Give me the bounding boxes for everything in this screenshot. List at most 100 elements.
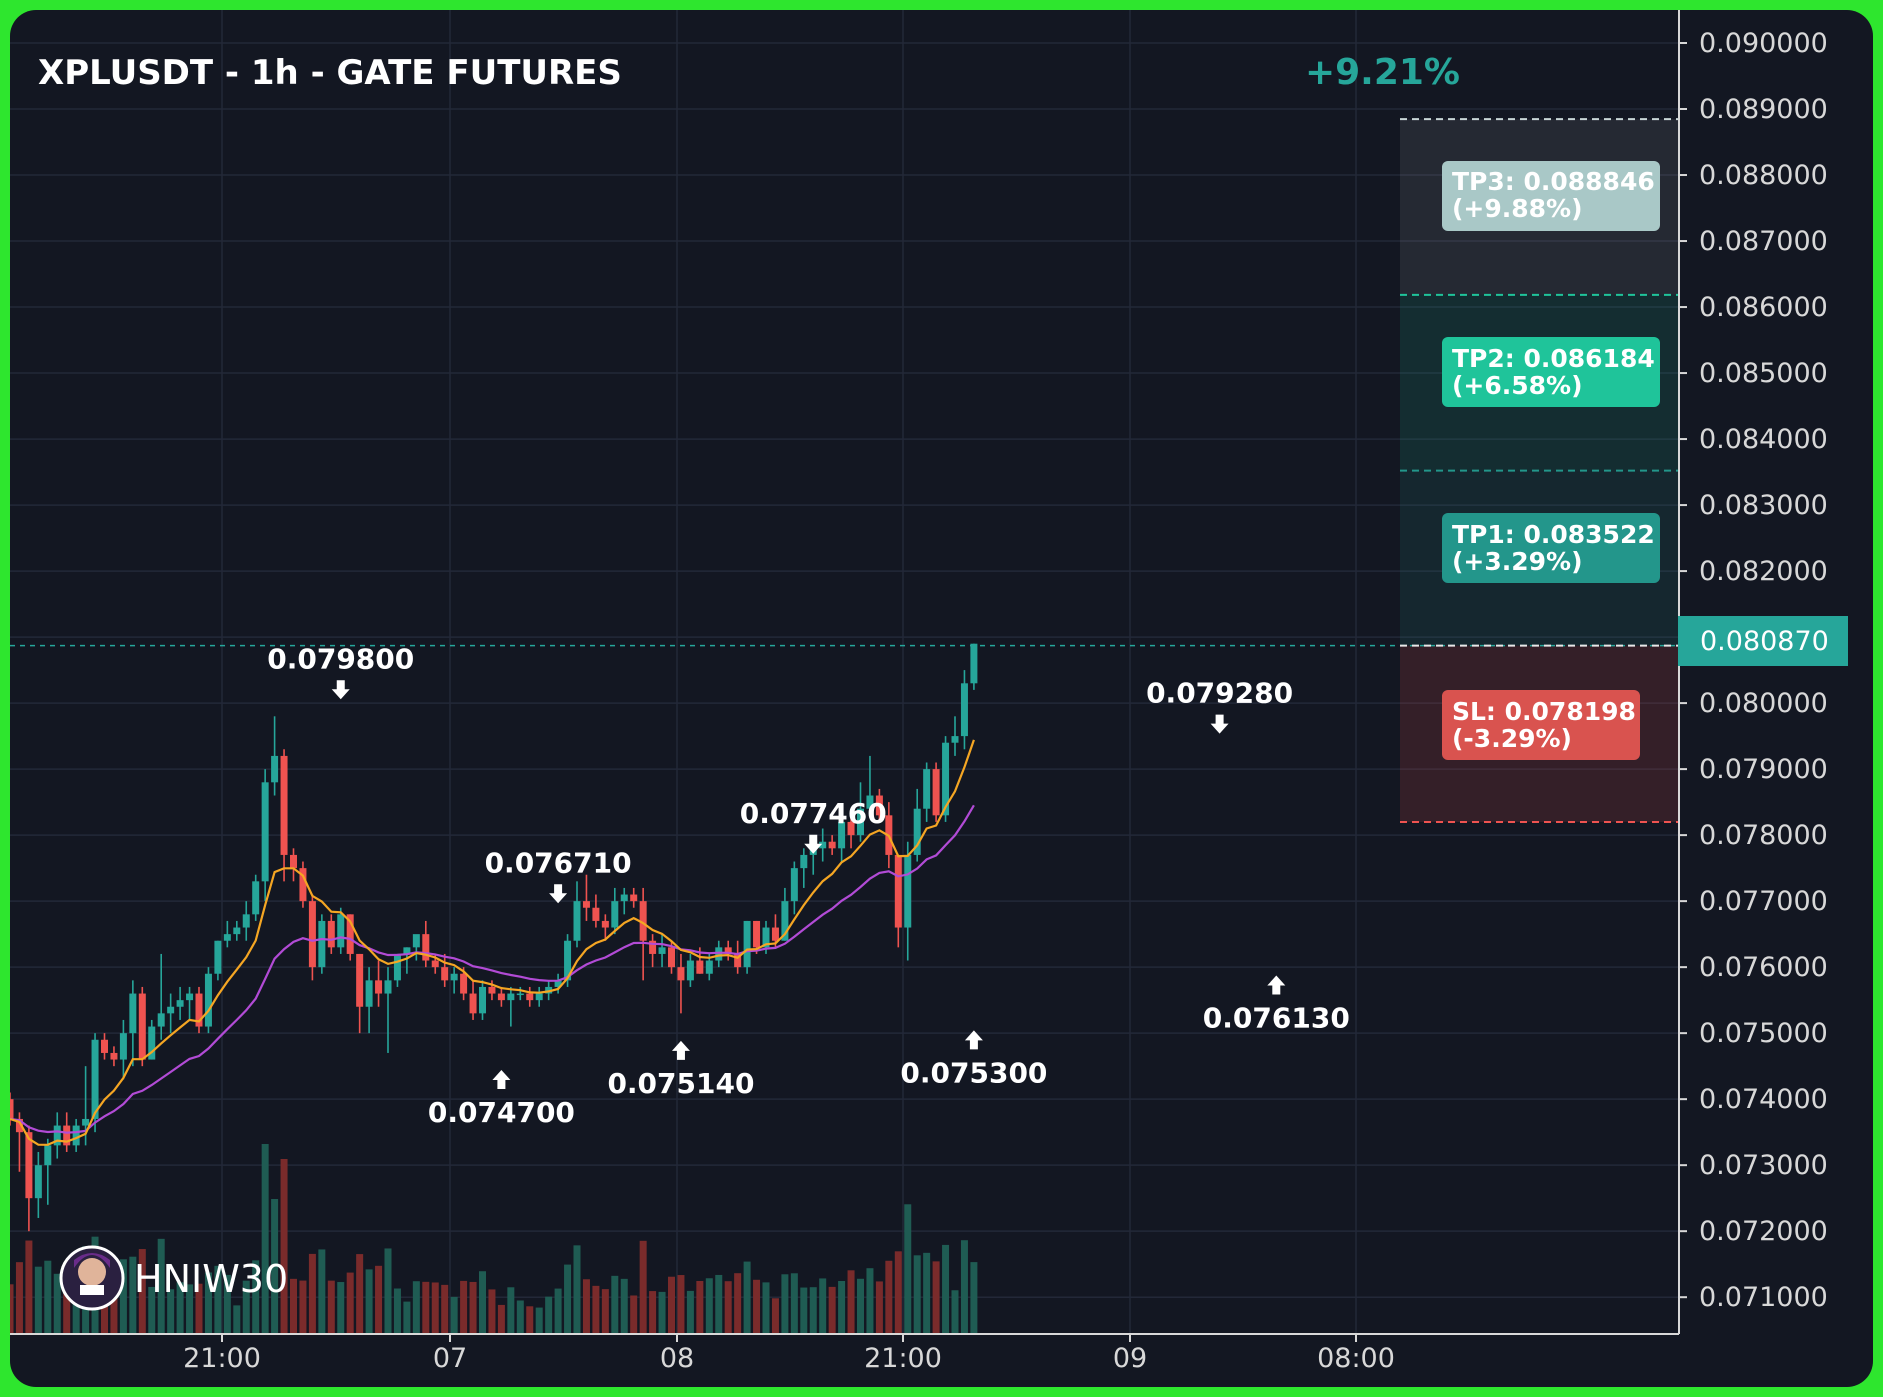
candle-body (724, 947, 732, 954)
candle (53, 1112, 61, 1159)
candle-body (346, 914, 354, 954)
candle (554, 973, 562, 994)
volume-bar (393, 1288, 401, 1334)
target-zones (10, 118, 1679, 824)
volume-bar (705, 1278, 713, 1334)
volume-bar (460, 1280, 468, 1334)
volume-bar (866, 1268, 874, 1334)
annotation-label: 0.079280 (1146, 677, 1293, 710)
candle (110, 1046, 118, 1067)
candle-body (857, 808, 864, 836)
annotation-label: 0.076710 (485, 846, 632, 879)
candle (639, 887, 647, 981)
volume-bar (790, 1273, 798, 1334)
volume-bar (838, 1280, 846, 1334)
candle-body (204, 973, 212, 1027)
volume-bar (526, 1306, 534, 1334)
candle-body (252, 881, 260, 915)
price-tick-label: 0.084000 (1699, 424, 1828, 455)
candle-body (129, 993, 137, 1034)
price-tick-label: 0.073000 (1699, 1150, 1828, 1181)
candle (743, 920, 751, 974)
candle-body (526, 993, 534, 1001)
candle (620, 887, 628, 915)
candle-body (819, 841, 827, 849)
candle-body (25, 1132, 33, 1199)
price-tick-label: 0.074000 (1699, 1084, 1828, 1115)
volume-bar (375, 1265, 383, 1334)
volume-bar (15, 1262, 23, 1334)
chart-frame: 0.079800 0.074700 0.076710 0.075140 0.077460… (10, 10, 1873, 1387)
volume-bars (10, 1144, 978, 1334)
candle-body (734, 953, 742, 968)
candle-body (148, 1026, 156, 1060)
volume-bar (422, 1281, 430, 1334)
volume-bar (356, 1254, 364, 1334)
volume-bar (280, 1159, 288, 1334)
candle-body (649, 940, 657, 954)
arrow-up-icon (1267, 975, 1286, 995)
candle (318, 914, 326, 974)
volume-bar (365, 1269, 373, 1334)
volume-bar (715, 1274, 723, 1334)
volume-bar (384, 1248, 392, 1334)
candle-body (167, 1006, 175, 1014)
candles (10, 643, 978, 1232)
candle (384, 967, 392, 1053)
volume-bar (148, 1286, 156, 1334)
volume-bar (582, 1279, 590, 1334)
candle-body (479, 986, 486, 1014)
price-tick-label: 0.071000 (1699, 1282, 1828, 1313)
candle-body (327, 920, 335, 948)
candle (838, 815, 846, 862)
volume-bar (44, 1260, 52, 1334)
price-tick-label: 0.083000 (1699, 490, 1828, 521)
current-price-badge: 0.080870 (1678, 616, 1848, 666)
candle-body (668, 947, 675, 968)
candle-body (838, 821, 846, 849)
candle (951, 716, 959, 756)
candle (157, 953, 165, 1040)
candle (91, 1033, 99, 1133)
tp2-label: TP2: 0.086184 (+6.58%) (1442, 337, 1660, 407)
annotation-label: 0.076130 (1203, 1002, 1350, 1035)
volume-bar (497, 1304, 505, 1334)
candle-body (412, 934, 420, 948)
candle (252, 874, 260, 921)
price-chart[interactable]: 0.079800 0.074700 0.076710 0.075140 0.077460… (10, 10, 1873, 1387)
current-price: 0.080870 (1700, 626, 1829, 657)
candle-body (771, 927, 779, 941)
volume-bar (875, 1281, 883, 1334)
candle (781, 887, 789, 941)
candle-body (507, 993, 515, 1001)
candle-body (601, 920, 609, 928)
price-tick-label: 0.082000 (1699, 556, 1828, 587)
time-tick-label: 08 (660, 1343, 694, 1374)
candle-body (72, 1125, 80, 1146)
candle-body (715, 947, 723, 961)
volume-bar (573, 1245, 581, 1334)
volume-bar (441, 1284, 449, 1334)
candle (72, 1118, 80, 1152)
arrow-up-icon (964, 1030, 983, 1050)
candle-body (639, 901, 647, 941)
volume-bar (271, 1199, 279, 1334)
volume-bar (327, 1280, 335, 1334)
candle (327, 914, 335, 954)
time-tick-label: 09 (1113, 1343, 1147, 1374)
candle (356, 953, 364, 1034)
candle (214, 940, 222, 981)
candle (167, 993, 175, 1034)
candle-body (545, 986, 553, 994)
candle (545, 980, 553, 1001)
volume-bar (960, 1240, 968, 1334)
candle (223, 920, 231, 948)
volume-bar (592, 1285, 600, 1334)
volume-bar (242, 1280, 250, 1334)
volume-bar (923, 1252, 931, 1334)
arrow-down-icon (549, 884, 568, 904)
candle (337, 907, 345, 954)
candle-body (894, 854, 902, 928)
tp3-percent: (+9.88%) (1452, 194, 1583, 223)
candle (299, 861, 307, 908)
